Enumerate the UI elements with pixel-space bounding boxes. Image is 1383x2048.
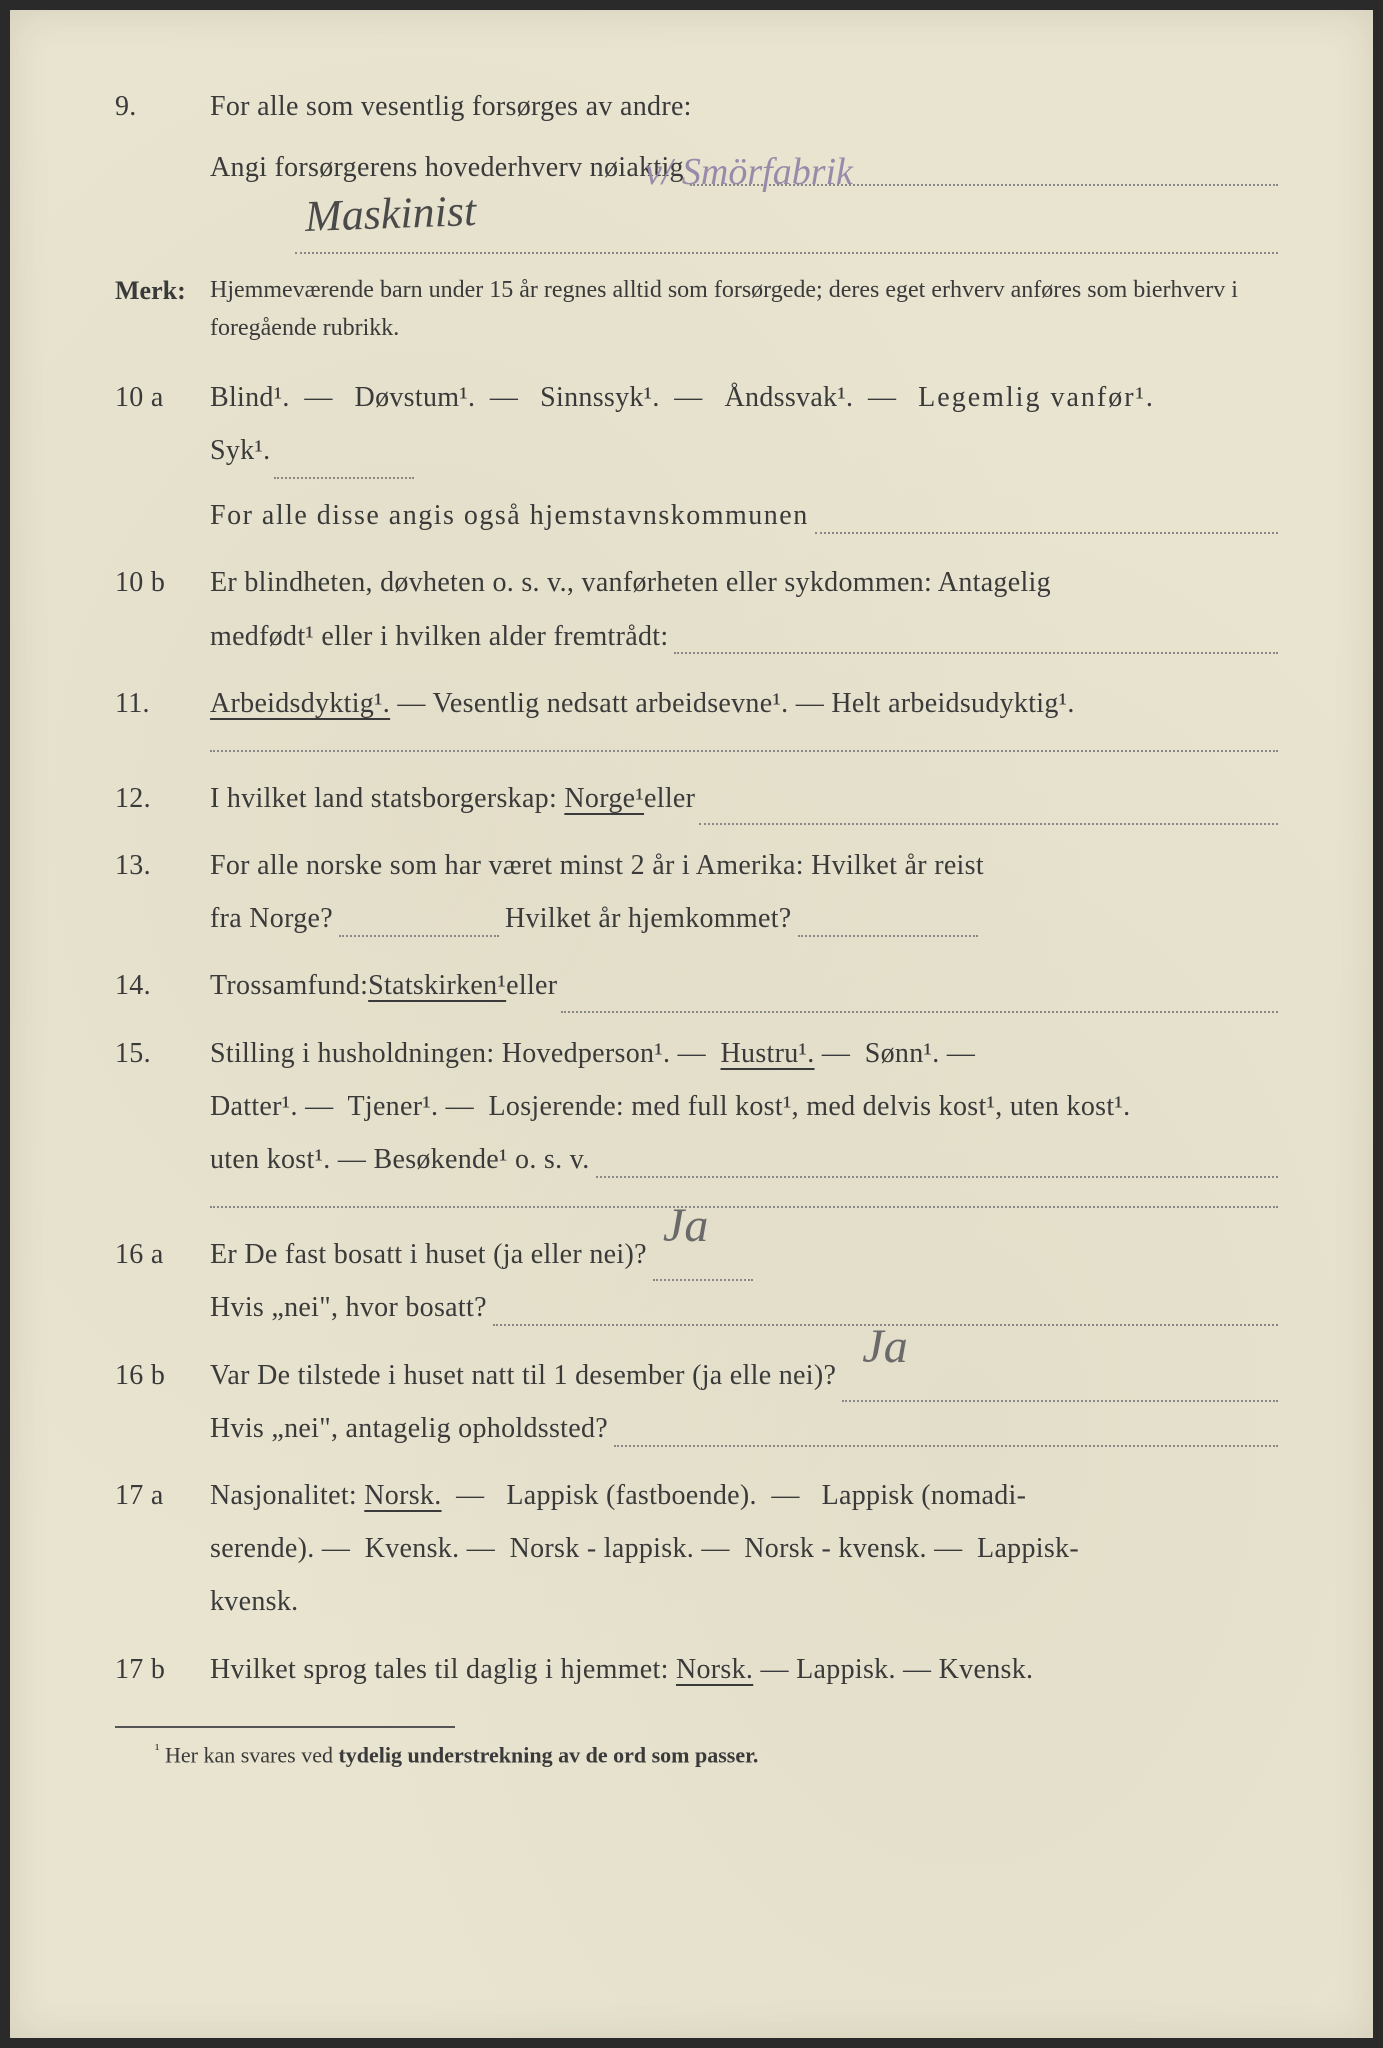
merk-note: Merk: Hjemmeværende barn under 15 år reg…	[115, 272, 1278, 346]
q10a-fill-syk	[274, 424, 414, 479]
q10a-line3: For alle disse angis også hjemstavnskomm…	[210, 489, 809, 542]
question-9: 9. For alle som vesentlig forsørges av a…	[115, 80, 1278, 254]
q17b-content: Hvilket sprog tales til daglig i hjemmet…	[210, 1643, 1278, 1696]
q16b-question: Var De tilstede i huset natt til 1 desem…	[210, 1349, 836, 1402]
question-12: 12. I hvilket land statsborgerskap: Norg…	[115, 772, 1278, 825]
q13-text2b: Hvilket år hjemkommet?	[505, 892, 792, 945]
q16b-line2: Hvis „nei", antagelig opholdssted?	[210, 1402, 608, 1455]
q17a-number: 17 a	[115, 1469, 210, 1522]
q15-fill	[596, 1145, 1278, 1178]
q10a-fill-kommune	[815, 501, 1278, 534]
question-10b: 10 b Er blindheten, døvheten o. s. v., v…	[115, 556, 1278, 662]
q16b-handwritten-answer: Ja	[862, 1321, 908, 1374]
question-16a: 16 a Er De fast bosatt i huset (ja eller…	[115, 1228, 1278, 1334]
q14-number: 14.	[115, 959, 210, 1012]
census-form-page: 9. For alle som vesentlig forsørges av a…	[10, 10, 1373, 2038]
q10a-number: 10 a	[115, 371, 210, 424]
q15-number: 15.	[115, 1027, 210, 1080]
q10a-options-line2: Syk¹.	[210, 424, 270, 477]
q17a-line1: Nasjonalitet: Norsk. — Lappisk (fastboen…	[210, 1469, 1278, 1522]
q13-fill-a	[339, 904, 499, 937]
q13-text1: For alle norske som har været minst 2 år…	[210, 839, 1278, 892]
q16b-answer-field: Ja	[842, 1349, 1278, 1402]
q16b-fill	[614, 1414, 1278, 1447]
separator-after-15	[210, 1206, 1278, 1208]
q16a-question: Er De fast bosatt i huset (ja eller nei)…	[210, 1228, 647, 1281]
footnote-separator	[115, 1726, 455, 1728]
q9-line1: For alle som vesentlig forsørges av andr…	[210, 80, 1278, 133]
q11-number: 11.	[115, 677, 210, 730]
q16a-number: 16 a	[115, 1228, 210, 1281]
q12-fill	[699, 772, 1278, 825]
merk-text: Hjemmeværende barn under 15 år regnes al…	[210, 272, 1278, 346]
q17a-line3: kvensk.	[210, 1575, 298, 1628]
question-17b: 17 b Hvilket sprog tales til daglig i hj…	[115, 1643, 1278, 1696]
q15-line3: uten kost¹. — Besøkende¹ o. s. v.	[210, 1133, 590, 1186]
q13-fill-b	[798, 904, 978, 937]
q9-number: 9.	[115, 80, 210, 133]
question-17a: 17 a Nasjonalitet: Norsk. — Lappisk (fas…	[115, 1469, 1278, 1629]
q10b-text2: medfødt¹ eller i hvilken alder fremtrådt…	[210, 610, 668, 663]
q10b-fill	[674, 622, 1278, 655]
question-11: 11. Arbeidsdyktig¹. — Vesentlig nedsatt …	[115, 677, 1278, 730]
q14-content: Trossamfund: Statskirken¹ eller	[210, 959, 1278, 1012]
merk-label: Merk:	[115, 272, 210, 306]
q13-number: 13.	[115, 839, 210, 892]
q10b-text1: Er blindheten, døvheten o. s. v., vanfør…	[210, 556, 1278, 609]
q16a-line2: Hvis „nei", hvor bosatt?	[210, 1281, 487, 1334]
q13-text2a: fra Norge?	[210, 892, 333, 945]
question-13: 13. For alle norske som har været minst …	[115, 839, 1278, 945]
q10b-number: 10 b	[115, 556, 210, 609]
q12-number: 12.	[115, 772, 210, 825]
footnote: ¹ Her kan svares ved tydelig understrekn…	[155, 1742, 1278, 1768]
question-15: 15. Stilling i husholdningen: Hovedperso…	[115, 1027, 1278, 1187]
q12-content: I hvilket land statsborgerskap: Norge¹ e…	[210, 772, 1278, 825]
q10a-options-line1: Blind¹. — Døvstum¹. — Sinnssyk¹. — Åndss…	[210, 371, 1278, 424]
q16a-answer-field: Ja	[653, 1228, 753, 1281]
q9-handwritten-employer: v/ Smörfabrik	[645, 150, 853, 194]
question-16b: 16 b Var De tilstede i huset natt til 1 …	[115, 1349, 1278, 1455]
q9-handwriting-line: Maskinist v/ Smörfabrik	[295, 194, 1278, 254]
q16b-number: 16 b	[115, 1349, 210, 1402]
q16a-handwritten-answer: Ja	[663, 1200, 709, 1253]
question-14: 14. Trossamfund: Statskirken¹ eller	[115, 959, 1278, 1012]
q17b-number: 17 b	[115, 1643, 210, 1696]
q9-handwritten-occupation: Maskinist	[304, 185, 477, 242]
q14-fill	[561, 959, 1278, 1012]
q17a-line2: serende). — Kvensk. — Norsk - lappisk. —…	[210, 1522, 1278, 1575]
q15-line2: Datter¹. — Tjener¹. — Losjerende: med fu…	[210, 1080, 1278, 1133]
q11-options: Arbeidsdyktig¹. — Vesentlig nedsatt arbe…	[210, 677, 1278, 730]
question-10a: 10 a Blind¹. — Døvstum¹. — Sinnssyk¹. — …	[115, 371, 1278, 543]
separator-after-11	[210, 750, 1278, 752]
q15-line1: Stilling i husholdningen: Hovedperson¹. …	[210, 1027, 1278, 1080]
